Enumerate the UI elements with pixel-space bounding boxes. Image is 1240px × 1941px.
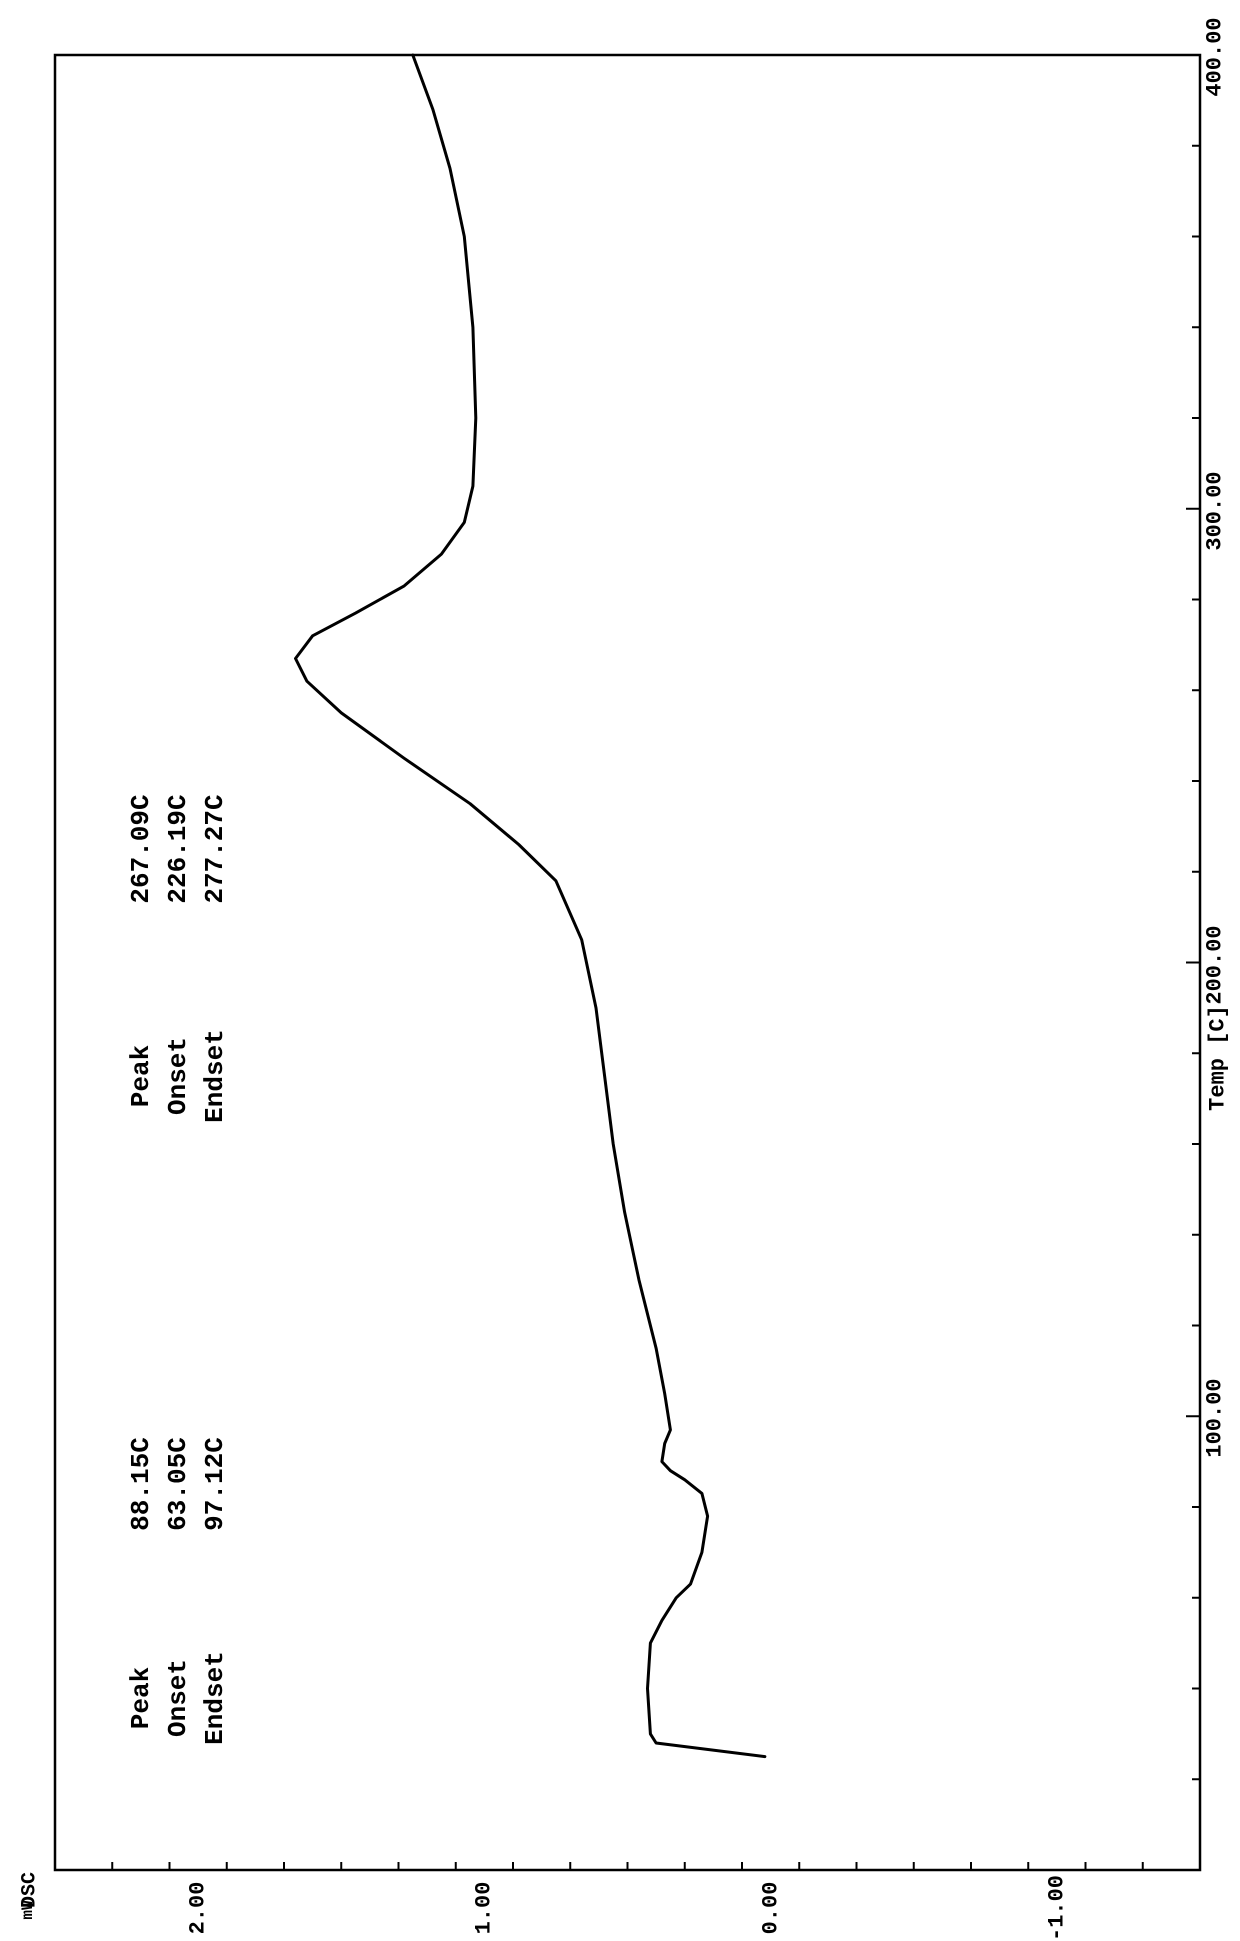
annotation-label: Peak — [126, 1045, 156, 1107]
annotation-value: 277.27C — [200, 794, 230, 903]
temp-tick-label: 200.00 — [1203, 925, 1228, 1004]
dsc-tick-label: -1.00 — [1044, 1875, 1069, 1941]
dsc-tick-label: 1.00 — [472, 1882, 497, 1935]
dsc-tick-label: 0.00 — [758, 1882, 783, 1935]
dsc-tick-label: 2.00 — [186, 1882, 211, 1935]
annotation-value: 267.09C — [126, 794, 156, 903]
dsc-chart-svg — [0, 0, 1240, 1920]
x-axis-label-temp: Temp [C] — [1206, 1005, 1231, 1111]
annotation-label: Endset — [200, 1651, 230, 1745]
annotation-label: Onset — [163, 1659, 193, 1737]
annotation-label: Endset — [200, 1029, 230, 1123]
y-axis-label-mw: mW — [19, 1900, 37, 1919]
temp-tick-label: 400.00 — [1203, 17, 1228, 96]
annotation-value: 88.15C — [126, 1438, 156, 1532]
annotation-label: Peak — [126, 1666, 156, 1728]
temp-tick-label: 300.00 — [1203, 471, 1228, 550]
annotation-value: 63.05C — [163, 1438, 193, 1532]
annotation-label: Onset — [163, 1037, 193, 1115]
annotation-value: 97.12C — [200, 1438, 230, 1532]
temp-tick-label: 100.00 — [1203, 1379, 1228, 1458]
annotation-value: 226.19C — [163, 794, 193, 903]
dsc-chart-page: DSCmW-1.000.001.002.00100.00200.00300.00… — [0, 0, 1240, 1920]
